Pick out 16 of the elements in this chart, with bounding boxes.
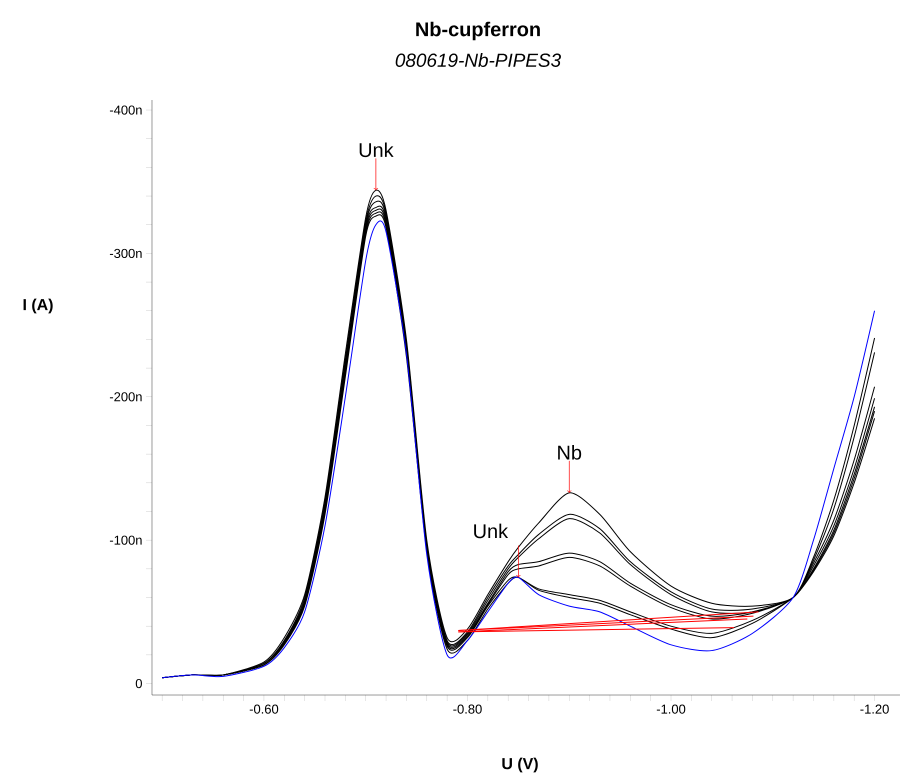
chart-title: Nb-cupferron — [416, 22, 540, 40]
y-tick-label: -300n — [110, 248, 142, 258]
x-tick-label: -0.80 — [453, 704, 482, 714]
y-tick-label: 0 — [136, 678, 142, 688]
chart-subtitle: 080619-Nb-PIPES3 — [396, 53, 561, 67]
x-tick-label: -1.20 — [860, 704, 889, 714]
x-tick-label: -0.60 — [250, 704, 278, 714]
annotation: Nb — [558, 445, 582, 460]
y-tick-label: -200n — [110, 392, 142, 402]
y-axis-title: I (A) — [24, 298, 53, 314]
y-tick-label: -400n — [110, 105, 142, 115]
x-axis-title: U (V) — [502, 758, 538, 772]
annotation: Unk — [474, 524, 508, 538]
x-tick-label: -1.00 — [656, 704, 686, 714]
y-tick-label: -100n — [110, 536, 142, 545]
annotation: Unk — [360, 142, 394, 158]
